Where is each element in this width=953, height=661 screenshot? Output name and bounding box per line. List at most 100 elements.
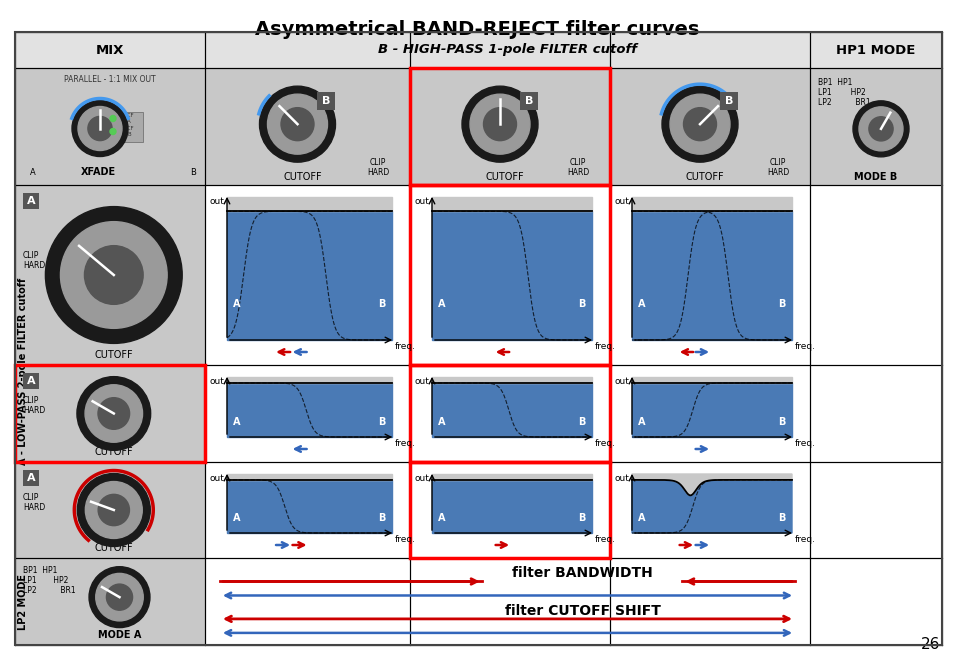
Text: B: B bbox=[724, 96, 733, 106]
Polygon shape bbox=[631, 480, 791, 533]
Bar bbox=[317, 92, 335, 110]
Text: VCF
B: VCF B bbox=[124, 126, 134, 137]
Text: CUTOFF: CUTOFF bbox=[94, 350, 133, 360]
Polygon shape bbox=[432, 383, 592, 437]
Circle shape bbox=[461, 86, 537, 162]
Polygon shape bbox=[227, 197, 392, 212]
Text: freq.: freq. bbox=[794, 342, 815, 351]
Text: MODE A: MODE A bbox=[98, 630, 141, 640]
Bar bbox=[410, 365, 609, 462]
Text: BP1  HP1: BP1 HP1 bbox=[23, 566, 57, 575]
Text: A: A bbox=[27, 473, 35, 483]
Circle shape bbox=[88, 116, 112, 141]
Text: A: A bbox=[27, 376, 35, 386]
Text: freq.: freq. bbox=[395, 439, 416, 448]
Polygon shape bbox=[432, 480, 592, 533]
Text: CLIP
HARD: CLIP HARD bbox=[566, 157, 589, 177]
Text: A: A bbox=[27, 196, 35, 206]
Circle shape bbox=[77, 473, 151, 547]
Text: MIX: MIX bbox=[95, 44, 124, 56]
Circle shape bbox=[98, 398, 130, 429]
Text: freq.: freq. bbox=[595, 439, 616, 448]
Text: B: B bbox=[378, 513, 386, 524]
Bar bbox=[15, 462, 205, 558]
Text: XFADE: XFADE bbox=[80, 167, 115, 177]
Text: LP2 MODE: LP2 MODE bbox=[18, 574, 28, 629]
Bar bbox=[205, 185, 410, 365]
Circle shape bbox=[852, 101, 908, 157]
Bar bbox=[631, 197, 791, 340]
Text: MODE B: MODE B bbox=[854, 172, 897, 182]
Text: out: out bbox=[209, 197, 224, 206]
Text: freq.: freq. bbox=[395, 342, 416, 351]
Circle shape bbox=[483, 108, 516, 141]
Text: BP1  HP1: BP1 HP1 bbox=[817, 78, 851, 87]
Text: filter CUTOFF SHIFT: filter CUTOFF SHIFT bbox=[504, 604, 659, 618]
Text: B: B bbox=[378, 299, 386, 309]
Bar bbox=[410, 185, 609, 365]
Polygon shape bbox=[432, 197, 592, 212]
Circle shape bbox=[470, 94, 530, 154]
Circle shape bbox=[682, 108, 716, 141]
Text: B: B bbox=[578, 299, 585, 309]
Text: A: A bbox=[30, 168, 36, 177]
Text: CLIP
HARD: CLIP HARD bbox=[23, 396, 45, 416]
Bar bbox=[227, 377, 392, 437]
Bar bbox=[609, 462, 809, 558]
Text: A: A bbox=[233, 299, 240, 309]
Bar bbox=[205, 365, 410, 462]
Circle shape bbox=[89, 566, 150, 627]
Text: LP1        HP2: LP1 HP2 bbox=[817, 88, 864, 97]
Polygon shape bbox=[631, 377, 791, 383]
Text: B: B bbox=[524, 96, 533, 106]
Bar bbox=[23, 373, 39, 389]
Text: LP2          BR1: LP2 BR1 bbox=[23, 586, 75, 595]
Text: B: B bbox=[578, 513, 585, 524]
Text: out: out bbox=[209, 474, 224, 483]
Circle shape bbox=[110, 128, 116, 134]
Polygon shape bbox=[432, 377, 592, 383]
Bar bbox=[631, 474, 791, 533]
Circle shape bbox=[95, 573, 143, 621]
Text: filter BANDWIDTH: filter BANDWIDTH bbox=[512, 566, 652, 580]
Polygon shape bbox=[227, 212, 392, 340]
Text: out: out bbox=[614, 474, 628, 483]
Bar bbox=[15, 185, 205, 365]
Text: out: out bbox=[414, 197, 429, 206]
Circle shape bbox=[281, 108, 314, 141]
Bar bbox=[432, 474, 592, 533]
Circle shape bbox=[868, 117, 892, 141]
Polygon shape bbox=[432, 474, 592, 480]
Bar bbox=[205, 32, 809, 68]
Bar bbox=[115, 112, 143, 141]
Text: A: A bbox=[437, 299, 445, 309]
Text: CUTOFF: CUTOFF bbox=[283, 172, 321, 182]
Bar bbox=[15, 365, 205, 462]
Circle shape bbox=[60, 221, 167, 329]
Text: freq.: freq. bbox=[595, 535, 616, 544]
Polygon shape bbox=[631, 383, 791, 437]
Polygon shape bbox=[227, 377, 392, 383]
Circle shape bbox=[98, 494, 130, 525]
Text: LP1       HP2: LP1 HP2 bbox=[23, 576, 69, 585]
Text: out: out bbox=[414, 377, 429, 386]
Circle shape bbox=[110, 116, 116, 122]
Bar bbox=[15, 68, 205, 185]
Bar bbox=[15, 32, 205, 68]
Text: A: A bbox=[437, 417, 445, 427]
Bar bbox=[227, 197, 392, 340]
Bar bbox=[15, 558, 205, 645]
Bar bbox=[15, 365, 205, 462]
Bar bbox=[809, 68, 941, 185]
Polygon shape bbox=[631, 474, 791, 495]
Circle shape bbox=[85, 482, 142, 539]
Circle shape bbox=[46, 207, 182, 344]
Text: CLIP
HARD: CLIP HARD bbox=[23, 251, 45, 270]
Text: B: B bbox=[322, 96, 331, 106]
Bar bbox=[205, 68, 410, 185]
Text: CUTOFF: CUTOFF bbox=[94, 447, 133, 457]
Text: B: B bbox=[190, 168, 195, 177]
Text: PARALLEL - 1:1 MIX OUT: PARALLEL - 1:1 MIX OUT bbox=[64, 75, 155, 84]
Text: LP2          BR1: LP2 BR1 bbox=[817, 98, 870, 107]
Polygon shape bbox=[631, 197, 791, 212]
